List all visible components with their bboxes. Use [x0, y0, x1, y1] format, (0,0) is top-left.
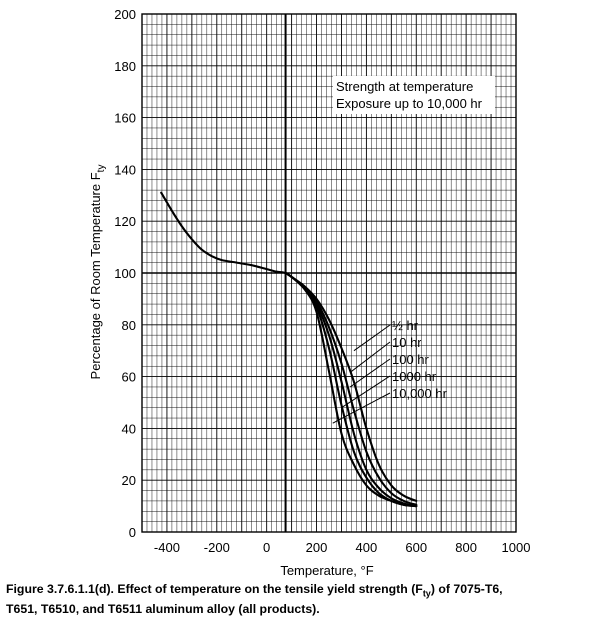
x-tick-label: -200 [204, 540, 230, 555]
series-label-3: 100 hr [392, 352, 430, 367]
y-tick-label: 100 [114, 266, 136, 281]
y-axis-label-subscript: ty [96, 165, 107, 173]
annotation-box [333, 76, 495, 114]
plot-frame [141, 13, 517, 533]
caption-line-2: T651, T6510, and T6511 aluminum alloy (a… [6, 602, 320, 617]
series-label-4: 1000 hr [392, 369, 437, 384]
caption-line-1-rest: ) of 7075-T6, [430, 582, 503, 596]
x-tick-label: 1000 [502, 540, 531, 555]
x-tick-label: 200 [306, 540, 328, 555]
series-layer [160, 191, 418, 508]
series-labels: ½ hr 10 hr 100 hr 1000 hr 10,000 hr [392, 318, 448, 401]
x-tick-label: -400 [154, 540, 180, 555]
x-tick-labels: -400 -200 0 200 400 600 800 1000 [154, 540, 531, 555]
series-line-1 [160, 191, 418, 502]
x-axis-label: Temperature, °F [280, 563, 373, 578]
leader-lines [332, 324, 391, 424]
y-tick-label: 80 [122, 318, 136, 333]
caption-subscript: ty [422, 588, 431, 599]
y-tick-label: 40 [122, 421, 136, 436]
x-tick-label: 600 [405, 540, 427, 555]
y-axis-label: Percentage of Room Temperature Fty [88, 165, 107, 380]
x-tick-label: 0 [263, 540, 270, 555]
y-tick-label: 180 [114, 59, 136, 74]
leader-line [353, 324, 391, 352]
series-label-1: ½ hr [392, 318, 419, 333]
figure-caption: Figure 3.7.6.1.1(d). Effect of temperatu… [6, 581, 590, 617]
x-tick-label: 800 [455, 540, 477, 555]
series-label-5: 10,000 hr [392, 386, 448, 401]
y-tick-labels: 0 20 40 60 80 100 120 140 160 180 200 [114, 7, 136, 540]
leader-line [341, 375, 391, 409]
leader-line [349, 358, 391, 388]
caption-line-1: Figure 3.7.6.1.1(d). Effect of temperatu… [6, 582, 423, 596]
y-tick-label: 140 [114, 162, 136, 177]
series-label-2: 10 hr [392, 335, 422, 350]
annotation-line-2: Exposure up to 10,000 hr [336, 96, 483, 111]
leader-line [332, 392, 391, 424]
leader-line [351, 341, 391, 372]
annotation-line-1: Strength at temperature [336, 79, 473, 94]
y-tick-label: 20 [122, 473, 136, 488]
y-tick-label: 60 [122, 370, 136, 385]
chart: -400 -200 0 200 400 600 800 1000 0 20 40 60 80 100 12… [88, 7, 531, 578]
y-tick-label: 160 [114, 111, 136, 126]
y-tick-label: 0 [129, 525, 136, 540]
y-axis-label-main: Percentage of Room Temperature F [88, 172, 103, 379]
series-line-5 [284, 271, 418, 508]
x-tick-label: 400 [356, 540, 378, 555]
y-tick-label: 200 [114, 7, 136, 22]
y-tick-label: 120 [114, 214, 136, 229]
